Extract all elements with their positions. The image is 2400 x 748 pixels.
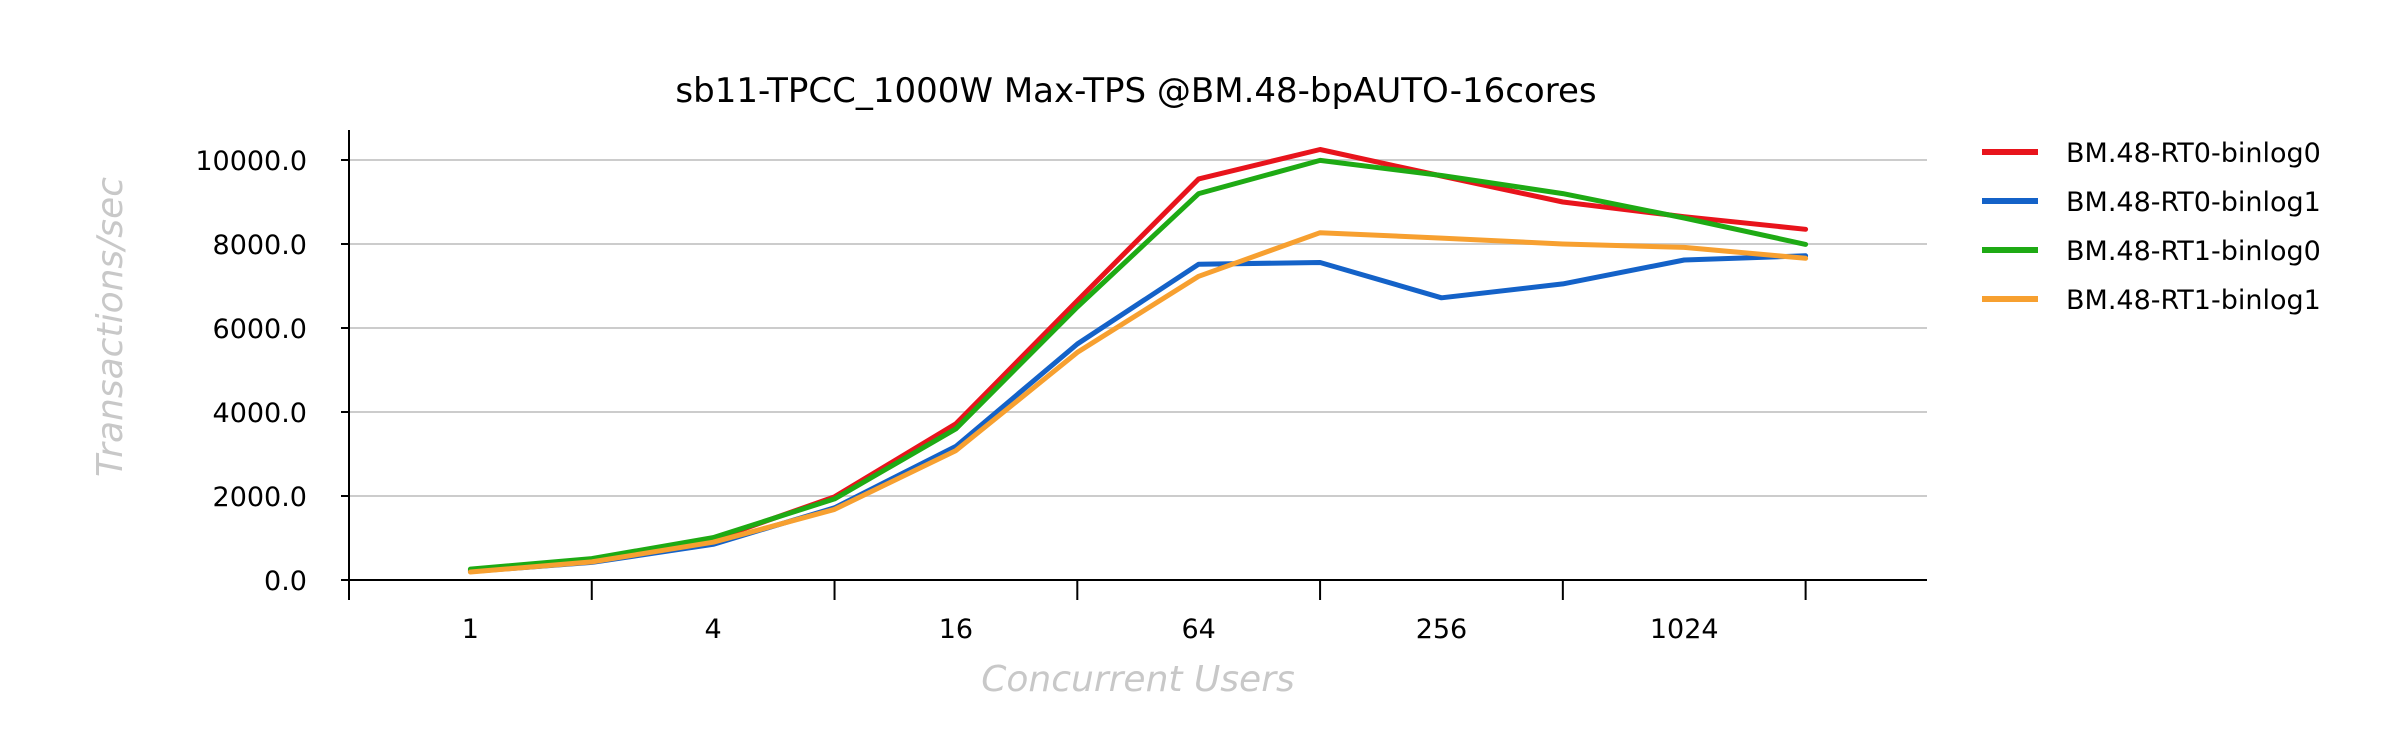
y-tick-label: 8000.0	[213, 230, 307, 261]
x-tick-label: 4	[705, 614, 722, 645]
legend-label: BM.48-RT1-binlog0	[2066, 236, 2321, 267]
x-tick-label: 1	[462, 614, 479, 645]
y-tick-label: 4000.0	[213, 398, 307, 429]
y-tick-label: 2000.0	[213, 482, 307, 513]
legend: BM.48-RT0-binlog0 BM.48-RT0-binlog1 BM.48-…	[1982, 138, 2321, 316]
x-axis-label: Concurrent Users	[981, 659, 1295, 700]
chart-title: sb11-TPCC_1000W Max-TPS @BM.48-bpAUTO-16…	[675, 71, 1596, 111]
series-line	[467, 147, 1809, 573]
legend-label: BM.48-RT0-binlog0	[2066, 138, 2321, 169]
legend-label: BM.48-RT0-binlog1	[2066, 187, 2321, 218]
x-tick-label: 16	[939, 614, 973, 645]
series-line	[467, 157, 1809, 572]
x-tick-label: 1024	[1650, 614, 1719, 645]
axes: 0.0 2000.0 4000.0 6000.0 8000.0 10000.0 1 4 16 64…	[195, 130, 1927, 645]
series-lines	[467, 147, 1809, 575]
y-tick-label: 6000.0	[213, 314, 307, 345]
y-tick-label: 0.0	[264, 566, 307, 597]
grid-lines	[349, 159, 1927, 497]
y-axis-label: Transactions/sec	[90, 177, 131, 477]
y-tick-label: 10000.0	[195, 146, 307, 177]
series-line	[467, 253, 1809, 575]
x-tick-label: 64	[1182, 614, 1216, 645]
series-line	[467, 230, 1809, 575]
legend-label: BM.48-RT1-binlog1	[2066, 285, 2321, 316]
x-tick-label: 256	[1416, 614, 1468, 645]
